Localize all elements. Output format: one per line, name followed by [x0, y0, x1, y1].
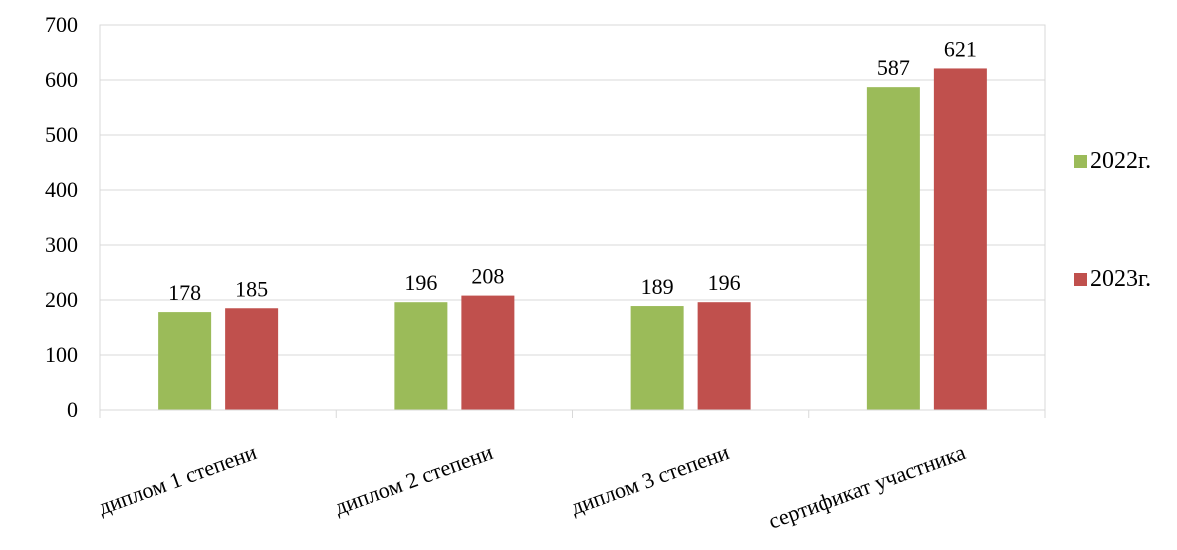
y-tick-label: 500 — [45, 122, 78, 147]
y-tick-label: 600 — [45, 67, 78, 92]
y-tick-label: 200 — [45, 287, 78, 312]
legend: 2022г. 2023г. — [1074, 148, 1151, 292]
legend-label: 2023г. — [1090, 266, 1151, 292]
bar-2023 — [933, 68, 987, 410]
y-tick-label: 300 — [45, 232, 78, 257]
x-category-label: диплом 1 степени — [95, 439, 260, 519]
y-tick-label: 0 — [67, 397, 78, 422]
data-label: 196 — [708, 270, 741, 295]
data-label: 196 — [404, 270, 437, 295]
labels: 0 100 200 300 400 500 600 700 178 185 диплом 1 сте… — [45, 12, 977, 534]
data-label: 621 — [944, 36, 977, 61]
y-tick-label: 400 — [45, 177, 78, 202]
bar-2022 — [158, 312, 212, 410]
axes — [99, 409, 1046, 418]
data-label: 185 — [235, 276, 268, 301]
data-label: 178 — [168, 280, 201, 305]
legend-swatch — [1074, 273, 1087, 286]
bar-2022 — [866, 87, 920, 411]
bar-2023 — [461, 295, 515, 410]
bar-2023 — [225, 308, 279, 410]
y-tick-label: 700 — [45, 12, 78, 37]
bar-2023 — [697, 302, 751, 410]
x-category-label: диплом 2 степени — [331, 439, 496, 519]
data-label: 189 — [641, 274, 674, 299]
data-label: 208 — [471, 264, 504, 289]
bar-2022 — [394, 302, 448, 410]
y-tick-label: 100 — [45, 342, 78, 367]
x-category-label: сертификат участника — [765, 439, 969, 534]
data-label: 587 — [877, 55, 910, 80]
x-category-label: диплом 3 степени — [567, 439, 732, 519]
legend-swatch — [1074, 155, 1087, 168]
bar-2022 — [630, 306, 684, 410]
bars — [158, 68, 987, 411]
legend-label: 2022г. — [1090, 148, 1151, 174]
